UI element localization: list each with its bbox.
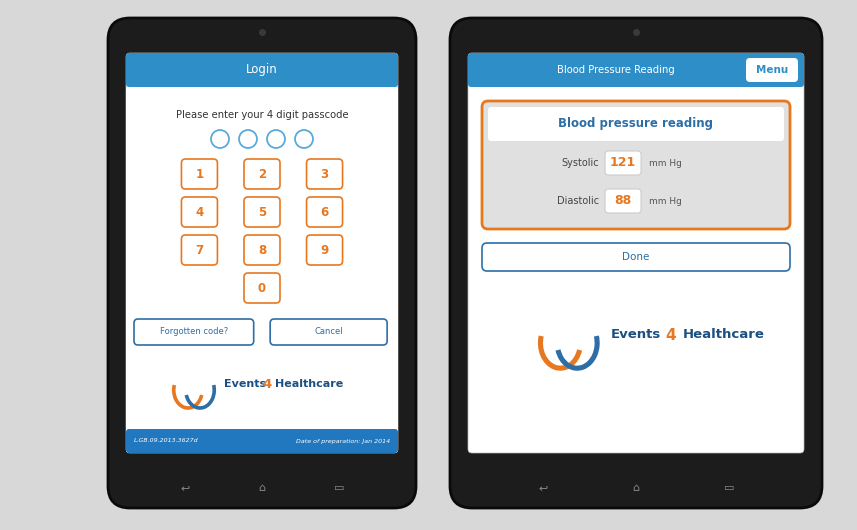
Text: ⌂: ⌂ [259,483,266,493]
FancyBboxPatch shape [746,58,798,82]
Text: 121: 121 [610,156,636,170]
FancyBboxPatch shape [244,273,280,303]
FancyBboxPatch shape [468,53,804,87]
Text: Diastolic: Diastolic [557,196,599,206]
Text: Systolic: Systolic [561,158,599,168]
Text: ↩: ↩ [180,483,189,493]
FancyBboxPatch shape [468,53,804,453]
FancyBboxPatch shape [450,18,822,508]
Text: 9: 9 [321,243,329,257]
FancyBboxPatch shape [482,243,790,271]
Text: 5: 5 [258,206,267,218]
FancyBboxPatch shape [108,18,416,508]
Text: Login: Login [246,64,278,76]
FancyBboxPatch shape [126,53,398,87]
FancyBboxPatch shape [307,159,343,189]
FancyBboxPatch shape [605,189,641,213]
Text: 3: 3 [321,167,328,181]
Text: Events: Events [224,379,267,389]
FancyBboxPatch shape [182,235,218,265]
Text: Date of preparation: Jan 2014: Date of preparation: Jan 2014 [296,438,390,444]
Text: Cancel: Cancel [315,328,343,337]
Text: L.GB.09.2013.3627d: L.GB.09.2013.3627d [134,438,199,444]
Text: Menu: Menu [756,65,788,75]
FancyBboxPatch shape [307,197,343,227]
Text: Healthcare: Healthcare [275,379,344,389]
Text: Blood Pressure Reading: Blood Pressure Reading [557,65,674,75]
FancyBboxPatch shape [244,235,280,265]
Text: 8: 8 [258,243,267,257]
Text: 1: 1 [195,167,203,181]
FancyBboxPatch shape [134,319,254,345]
Text: Please enter your 4 digit passcode: Please enter your 4 digit passcode [176,110,348,120]
Text: Healthcare: Healthcare [683,329,764,341]
Text: 7: 7 [195,243,203,257]
Text: Forgotten code?: Forgotten code? [159,328,228,337]
Text: ⌂: ⌂ [632,483,639,493]
Text: 2: 2 [258,167,266,181]
FancyBboxPatch shape [182,197,218,227]
Text: 88: 88 [614,195,632,208]
Text: ▭: ▭ [724,483,734,493]
Text: 4: 4 [666,328,676,342]
FancyBboxPatch shape [244,159,280,189]
Text: Done: Done [622,252,650,262]
Text: 0: 0 [258,281,266,295]
Text: mm Hg: mm Hg [649,158,682,167]
Text: 6: 6 [321,206,329,218]
FancyBboxPatch shape [126,87,398,453]
Text: Blood pressure reading: Blood pressure reading [559,118,714,130]
Text: ▭: ▭ [333,483,345,493]
FancyBboxPatch shape [126,429,398,453]
FancyBboxPatch shape [126,53,398,453]
Text: 4: 4 [262,377,272,391]
Text: mm Hg: mm Hg [649,197,682,206]
FancyBboxPatch shape [482,101,790,229]
FancyBboxPatch shape [307,235,343,265]
FancyBboxPatch shape [605,151,641,175]
Text: Events: Events [611,329,661,341]
FancyBboxPatch shape [244,197,280,227]
FancyBboxPatch shape [182,159,218,189]
Text: 4: 4 [195,206,204,218]
FancyBboxPatch shape [270,319,387,345]
Text: ↩: ↩ [538,483,548,493]
FancyBboxPatch shape [488,107,784,141]
